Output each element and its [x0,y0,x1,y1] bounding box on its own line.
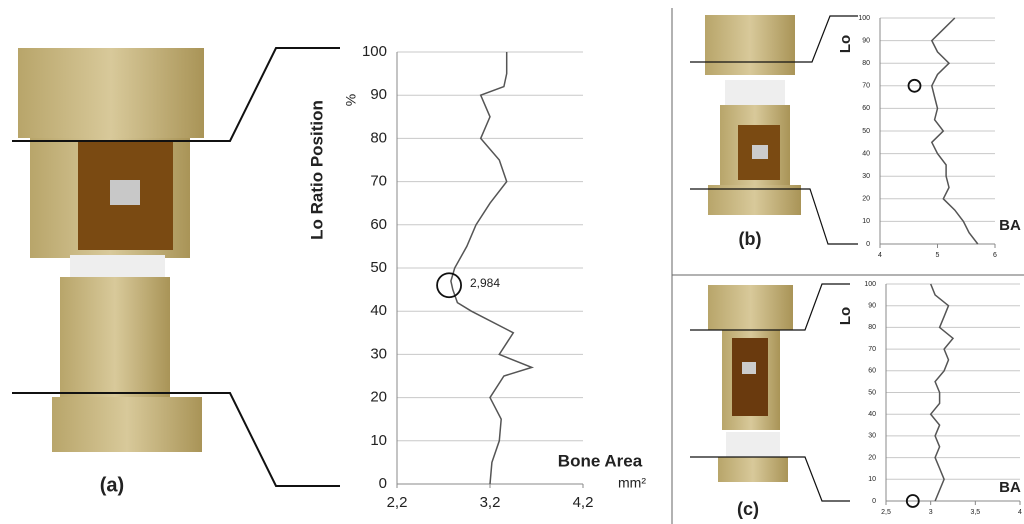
y-tick-label: 100 [864,281,876,288]
x-axis-label: BA [999,217,1021,234]
y-tick-label: 40 [862,150,870,157]
profile-line [450,52,535,485]
y-tick-label: 30 [868,433,876,440]
y-tick-label: 0 [866,241,870,248]
y-axis-unit: % [343,94,359,106]
x-tick-label: 3,5 [970,509,980,516]
y-tick-label: 80 [370,129,387,146]
x-tick-label: 3 [929,509,933,516]
connectors [12,15,858,502]
y-tick-label: 20 [862,196,870,203]
profile-line [930,17,979,245]
y-tick-label: 40 [370,302,387,319]
profile-line [929,283,955,502]
y-tick-label: 30 [862,173,870,180]
x-tick-label: 6 [993,252,997,259]
y-tick-label: 30 [370,345,387,362]
y-tick-label: 60 [370,216,387,233]
y-tick-label: 50 [868,389,876,396]
y-tick-label: 60 [862,105,870,112]
y-tick-label: 0 [379,475,387,492]
x-tick-label: 3,2 [480,494,501,511]
x-tick-label: 5 [936,252,940,259]
y-tick-label: 80 [862,60,870,67]
x-axis-label: BA [999,479,1021,496]
y-tick-label: 90 [370,86,387,103]
y-tick-label: 20 [868,454,876,461]
specimen-photo-c [708,285,793,482]
y-tick-label: 80 [868,324,876,331]
y-tick-label: 0 [872,498,876,505]
panel-label: (a) [100,474,124,496]
x-tick-label: 4,2 [573,494,594,511]
highlight-circle [436,272,462,299]
y-tick-label: 10 [868,476,876,483]
x-tick-label: 4 [1018,509,1022,516]
panel-label: (c) [737,499,759,519]
y-tick-label: 10 [370,432,387,449]
y-axis-label: Lo [837,307,854,325]
x-tick-label: 4 [878,252,882,259]
y-axis-label: Lo Ratio Position [307,100,326,240]
y-tick-label: 90 [868,303,876,310]
y-tick-label: 70 [868,346,876,353]
y-tick-label: 20 [370,389,387,406]
y-tick-label: 60 [868,368,876,375]
y-tick-label: 40 [868,411,876,418]
panel-label: (b) [739,229,762,249]
x-axis-unit: mm² [618,475,646,491]
y-tick-label: 100 [362,43,387,60]
dividers [671,8,1024,524]
highlight-circle [907,78,922,93]
y-tick-label: 70 [370,173,387,190]
y-axis-label: Lo [837,35,854,53]
y-tick-label: 10 [862,218,870,225]
x-tick-label: 2,2 [387,494,408,511]
specimen-photo-a [18,48,204,452]
annotation: 2,984 [470,276,500,290]
y-tick-label: 70 [862,83,870,90]
x-axis-label: Bone Area [558,451,643,470]
y-tick-label: 50 [370,259,387,276]
y-tick-label: 90 [862,37,870,44]
y-tick-label: 100 [858,15,870,22]
highlight-circle [905,494,920,508]
y-tick-label: 50 [862,128,870,135]
x-tick-label: 2,5 [881,509,891,516]
specimen-photo-b [705,15,801,215]
